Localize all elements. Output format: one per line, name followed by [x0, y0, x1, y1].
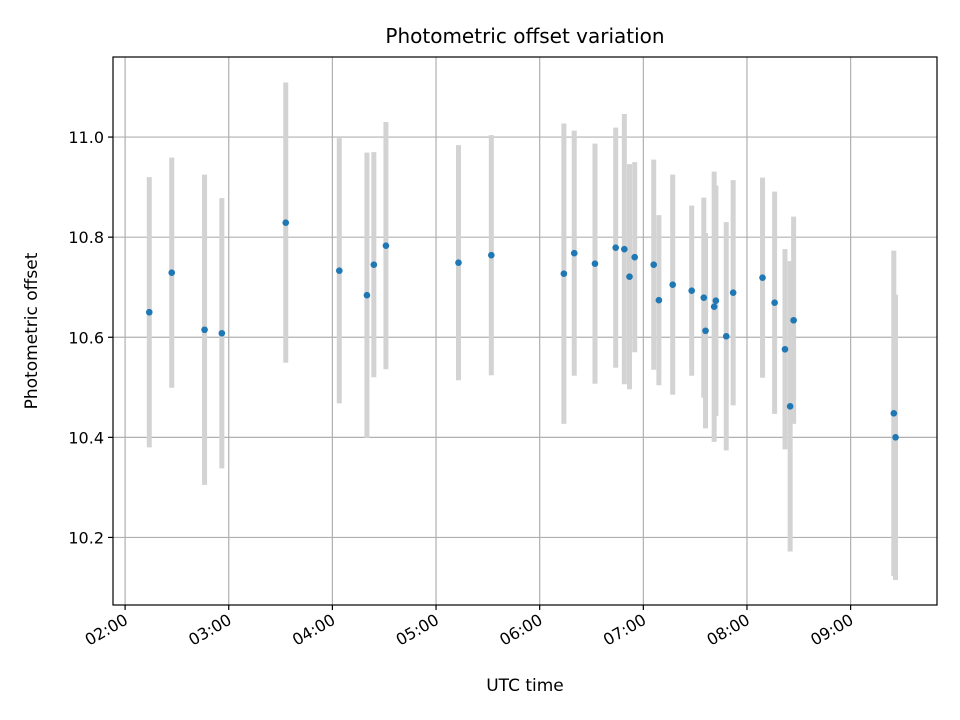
- y-tick-label: 11.0: [68, 128, 104, 147]
- data-point: [722, 332, 730, 340]
- y-axis-ticks: 10.2 10.4 10.6 10.8 11.0: [68, 128, 113, 547]
- data-point: [771, 299, 778, 307]
- data-point: [790, 316, 797, 324]
- data-point: [710, 303, 718, 311]
- data-point: [702, 327, 709, 335]
- data-point: [786, 403, 794, 410]
- y-tick-label: 10.4: [68, 428, 104, 447]
- data-points: [145, 219, 899, 441]
- data-point: [591, 260, 599, 267]
- data-point: [201, 326, 208, 334]
- data-point: [712, 297, 720, 305]
- grid-lines: [113, 57, 937, 605]
- data-point: [631, 253, 638, 261]
- data-point: [626, 273, 633, 281]
- data-point: [488, 251, 495, 259]
- data-point: [890, 410, 898, 417]
- data-point: [892, 434, 899, 441]
- data-point: [669, 281, 676, 289]
- data-point: [729, 289, 737, 297]
- y-axis-label: Photometric offset: [22, 252, 42, 409]
- data-point: [621, 245, 628, 253]
- data-point: [688, 287, 696, 295]
- data-point: [218, 329, 226, 337]
- data-point: [570, 249, 578, 257]
- data-point: [759, 274, 766, 282]
- chart-title: Photometric offset variation: [385, 24, 664, 48]
- data-point: [145, 308, 153, 316]
- data-point: [168, 269, 176, 276]
- data-point: [455, 259, 462, 266]
- data-point: [650, 261, 657, 268]
- data-point: [612, 244, 619, 251]
- data-point: [700, 294, 708, 302]
- y-tick-label: 10.8: [68, 228, 104, 247]
- x-axis-label: UTC time: [486, 676, 564, 696]
- y-tick-label: 10.2: [68, 528, 104, 547]
- data-point: [655, 296, 663, 304]
- data-point: [781, 345, 789, 353]
- plot-frame: [112, 56, 938, 606]
- data-point: [560, 270, 568, 277]
- y-tick-label: 10.6: [68, 328, 104, 347]
- data-point: [335, 267, 343, 274]
- data-point: [382, 242, 390, 249]
- data-point: [370, 261, 378, 268]
- data-point: [363, 291, 371, 299]
- data-point: [282, 219, 290, 226]
